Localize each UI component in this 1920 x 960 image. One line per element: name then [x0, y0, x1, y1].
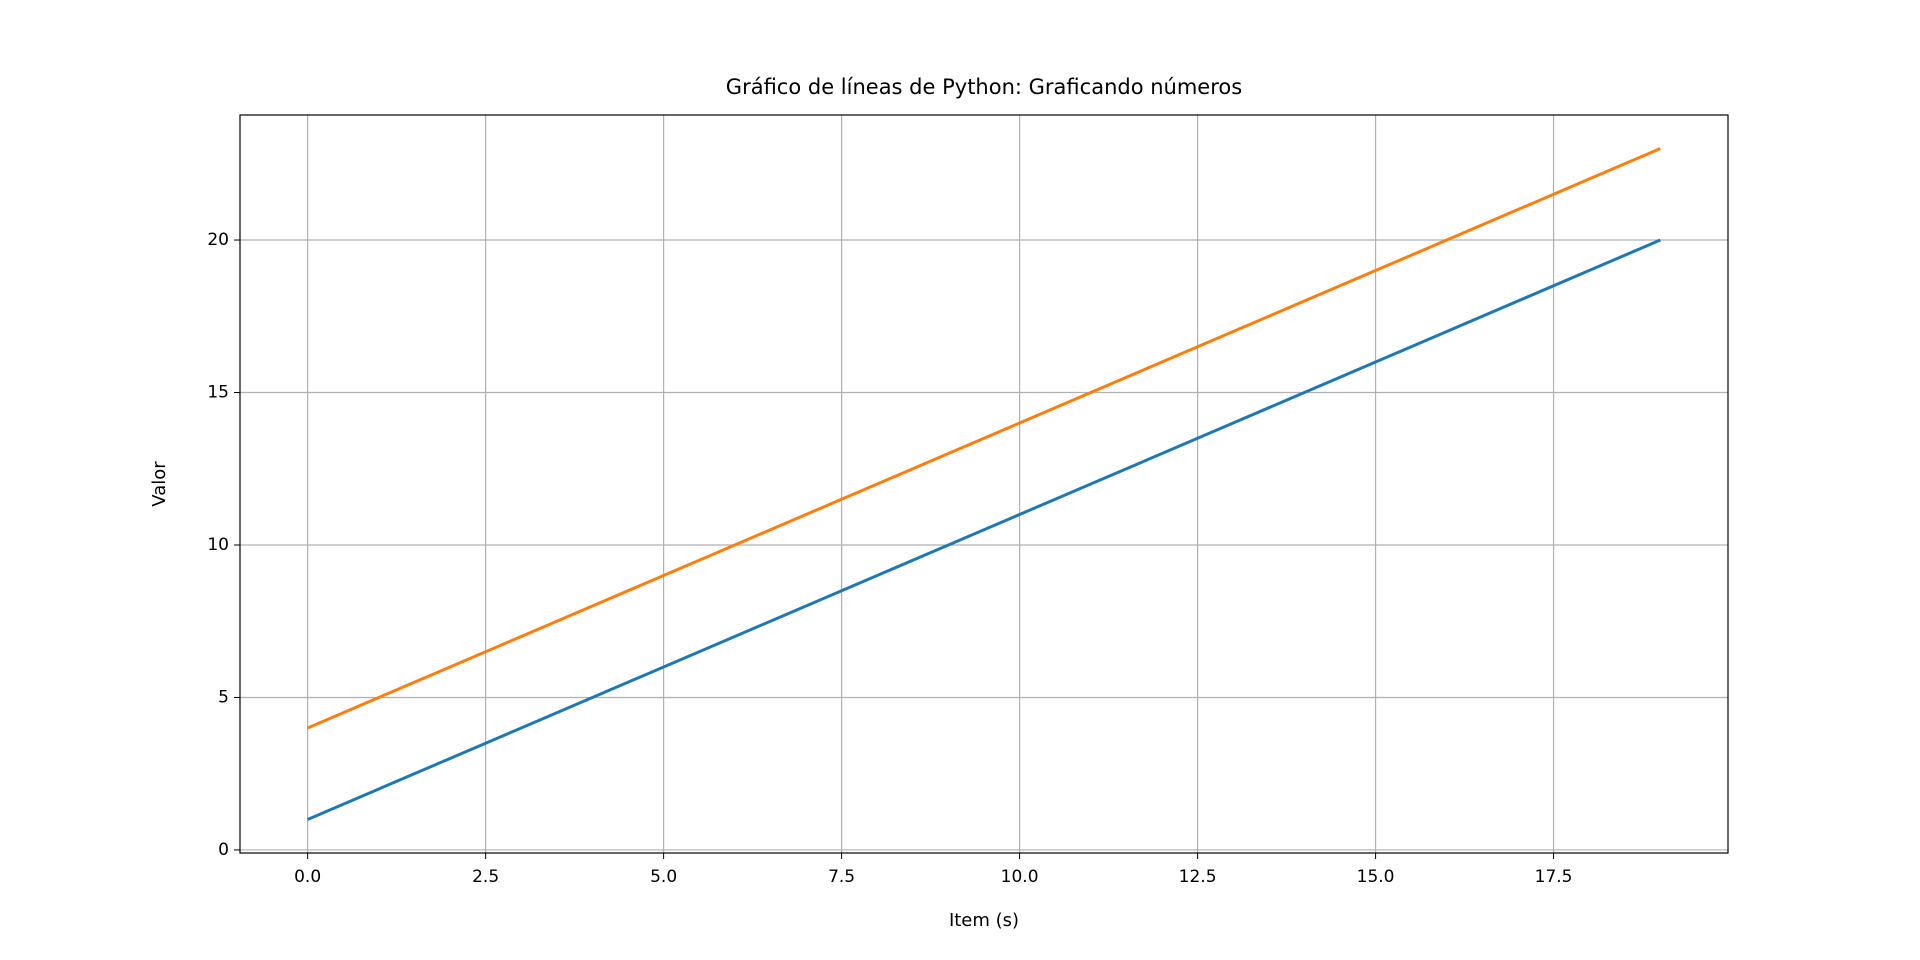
x-tick-label: 12.5 — [1179, 867, 1217, 887]
y-tick-label: 5 — [218, 687, 229, 707]
x-tick-label: 10.0 — [1001, 867, 1039, 887]
plot-frame — [239, 114, 1729, 854]
y-axis-label: Valor — [149, 461, 170, 507]
line-series — [307, 238, 1661, 821]
x-tick-label: 17.5 — [1535, 867, 1573, 887]
x-tick-label: 0.0 — [294, 867, 321, 887]
x-tick-label: 5.0 — [650, 867, 677, 887]
line-series — [307, 147, 1661, 730]
x-tick-label: 15.0 — [1357, 867, 1395, 887]
x-tick-label: 7.5 — [828, 867, 855, 887]
chart-title: Gráfico de líneas de Python: Graficando … — [726, 75, 1242, 99]
y-tick-label: 20 — [207, 230, 229, 250]
y-tick-label: 15 — [207, 383, 229, 403]
y-tick-label: 0 — [218, 840, 229, 860]
x-tick-label: 2.5 — [472, 867, 499, 887]
y-tick-label: 10 — [207, 535, 229, 555]
x-axis-label: Item (s) — [949, 910, 1019, 931]
